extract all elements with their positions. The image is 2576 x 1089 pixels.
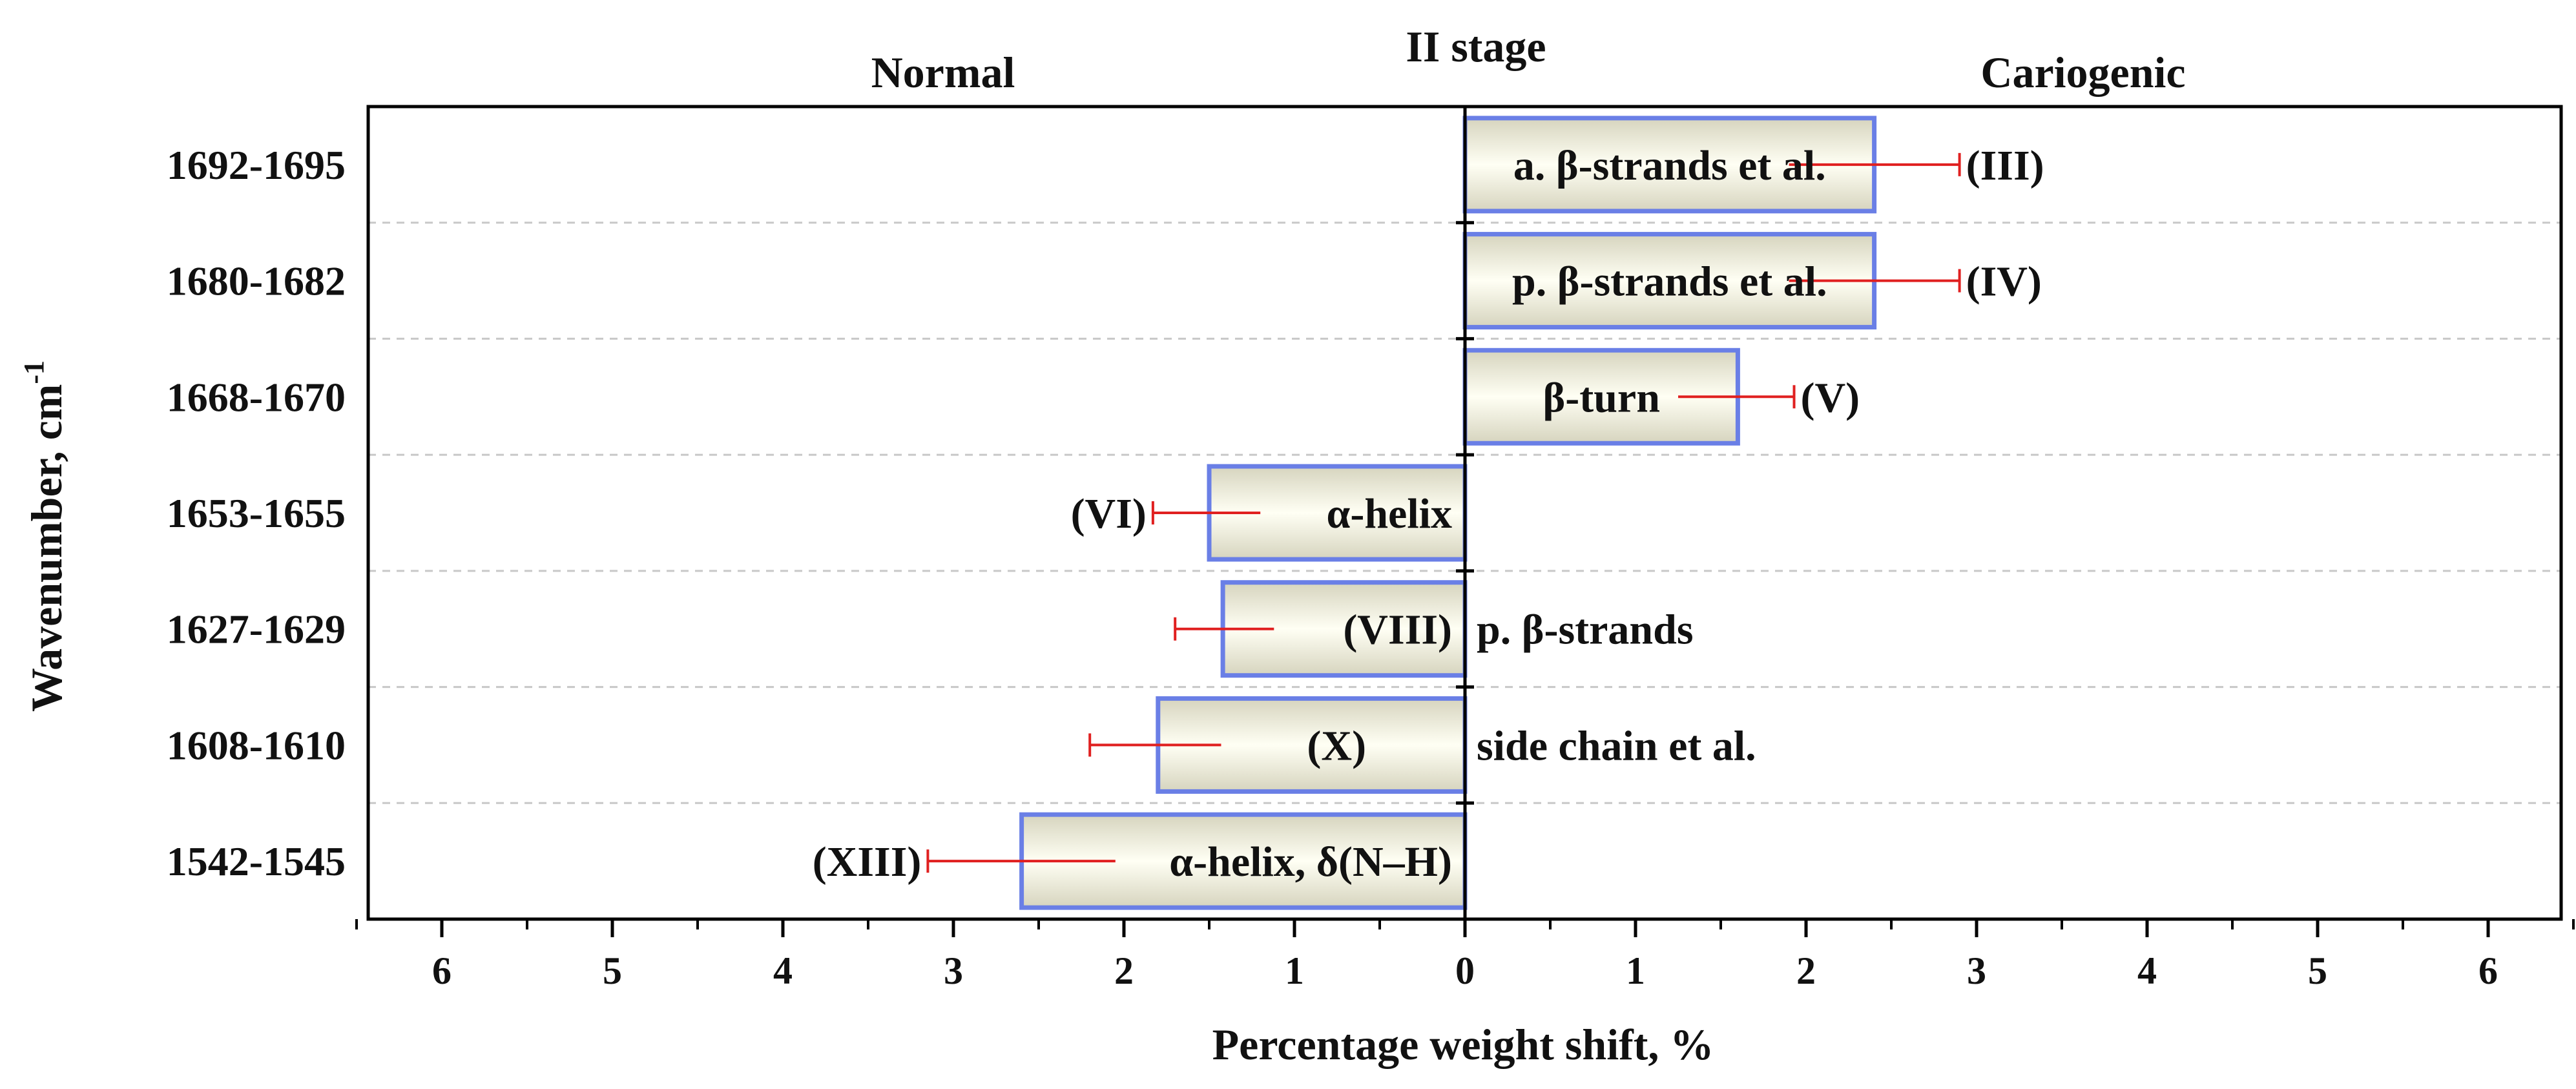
x-tick-label: 1 bbox=[1626, 949, 1645, 992]
x-tick-label: 5 bbox=[603, 949, 622, 992]
y-tick-label: 1542-1545 bbox=[167, 838, 346, 884]
band-label: (V) bbox=[1801, 374, 1860, 421]
bar-assignment-label: β-turn bbox=[1542, 374, 1659, 421]
x-tick-label: 6 bbox=[2478, 949, 2498, 992]
x-tick-label: 0 bbox=[1455, 949, 1475, 992]
band-label: (XIII) bbox=[813, 838, 922, 886]
x-tick-label: 6 bbox=[432, 949, 452, 992]
band-label: (VIII) bbox=[1343, 607, 1452, 654]
band-label: (IV) bbox=[1966, 258, 2042, 306]
bar-assignment-label: side chain et al. bbox=[1477, 722, 1756, 769]
y-axis-title-main: Wavenumber, cm bbox=[22, 384, 71, 712]
bar-assignment-label: α-helix bbox=[1327, 490, 1453, 537]
y-tick-label: 1627-1629 bbox=[167, 607, 346, 652]
y-tick-label: 1668-1670 bbox=[167, 374, 346, 420]
y-axis-title-superscript: -1 bbox=[18, 360, 50, 384]
error-bars bbox=[926, 152, 1961, 873]
y-tick-label: 1653-1655 bbox=[167, 490, 346, 536]
bar-assignment-label: p. β-strands bbox=[1477, 607, 1694, 654]
bar-assignment-label: α-helix, δ(N–H) bbox=[1169, 838, 1452, 886]
x-tick-label: 2 bbox=[1796, 949, 1816, 992]
x-tick-label: 5 bbox=[2308, 949, 2327, 992]
x-tick-label: 3 bbox=[944, 949, 963, 992]
axes bbox=[355, 105, 2575, 937]
x-tick-label: 2 bbox=[1114, 949, 1134, 992]
left-side-label: Normal bbox=[871, 48, 1015, 97]
right-side-label: Cariogenic bbox=[1980, 48, 2185, 97]
annotations: 1692-1695 a. β-strands et al. (III) 1680-16… bbox=[167, 142, 2498, 992]
x-tick-label: 3 bbox=[1967, 949, 1986, 992]
bar-assignment-label: p. β-strands et al. bbox=[1512, 258, 1827, 306]
x-axis-title: Percentage weight shift, % bbox=[1212, 1020, 1714, 1069]
bar-assignment-label: a. β-strands et al. bbox=[1513, 142, 1826, 189]
y-tick-label: 1608-1610 bbox=[167, 722, 346, 768]
band-label: (III) bbox=[1966, 142, 2044, 189]
chart-title: II stage bbox=[1406, 22, 1546, 71]
y-tick-label: 1680-1682 bbox=[167, 258, 346, 304]
y-axis-title: Wavenumber, cm-1 bbox=[18, 360, 71, 712]
x-tick-label: 4 bbox=[2137, 949, 2157, 992]
x-tick-label: 1 bbox=[1285, 949, 1304, 992]
x-tick-label: 4 bbox=[773, 949, 793, 992]
band-label: (VI) bbox=[1071, 490, 1147, 537]
band-label: (X) bbox=[1307, 722, 1366, 769]
y-tick-label: 1692-1695 bbox=[167, 142, 346, 188]
